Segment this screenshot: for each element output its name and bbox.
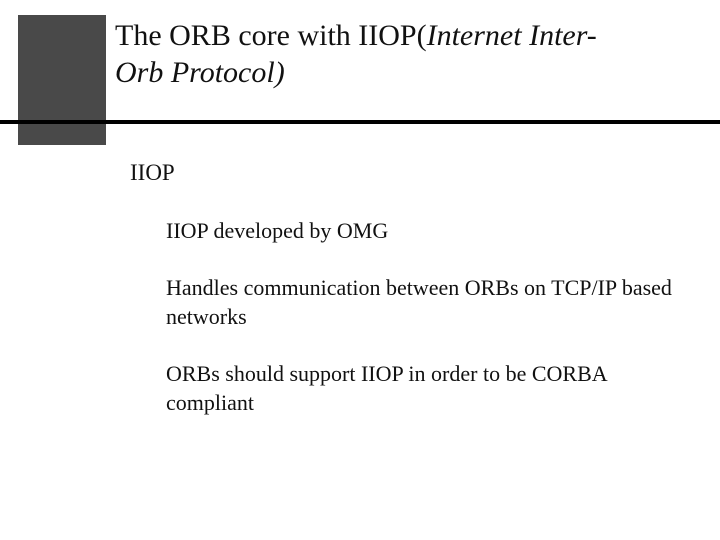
title-prefix: The ORB core with IIOP( bbox=[115, 19, 427, 52]
body-item: Handles communication between ORBs on TC… bbox=[166, 273, 690, 331]
slide-body: IIOP IIOP developed by OMG Handles commu… bbox=[130, 160, 690, 445]
title-line-2: Orb Protocol) bbox=[115, 55, 695, 92]
slide-title: The ORB core with IIOP(Internet Inter- O… bbox=[115, 18, 695, 91]
title-italic-1: Internet Inter- bbox=[427, 19, 597, 52]
slide: The ORB core with IIOP(Internet Inter- O… bbox=[0, 0, 720, 540]
accent-box bbox=[18, 15, 106, 145]
body-item: IIOP developed by OMG bbox=[166, 216, 690, 245]
body-item: ORBs should support IIOP in order to be … bbox=[166, 359, 690, 417]
divider bbox=[0, 120, 720, 124]
title-italic-2: Orb Protocol) bbox=[115, 56, 285, 89]
body-heading: IIOP bbox=[130, 160, 690, 186]
title-line-1: The ORB core with IIOP(Internet Inter- bbox=[115, 18, 695, 55]
